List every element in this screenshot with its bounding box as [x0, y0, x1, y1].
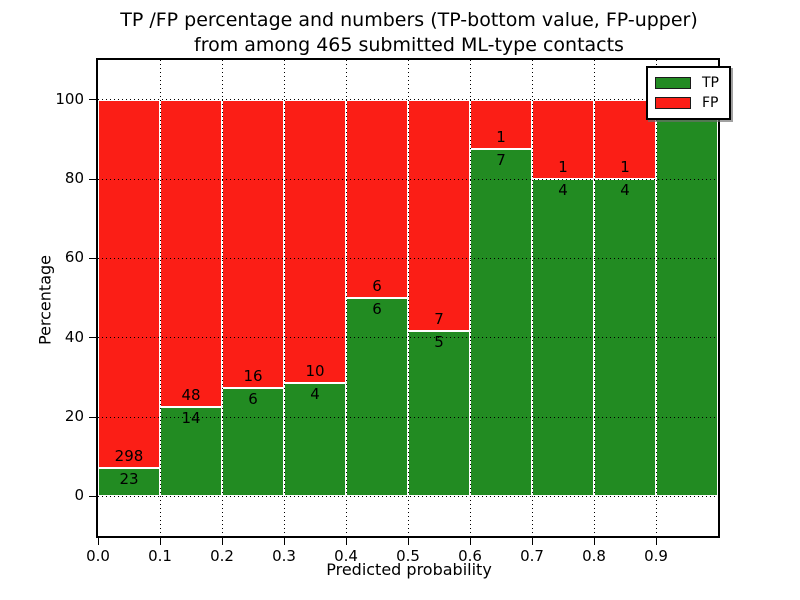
x-tick-label: 0.2 — [210, 547, 234, 565]
legend-entry-tp: TP — [655, 73, 719, 93]
x-tick-label: 0.3 — [272, 547, 296, 565]
chart-title-line1: TP /FP percentage and numbers (TP-bottom… — [120, 9, 698, 31]
x-tick-label: 0.6 — [458, 547, 482, 565]
bar-tp-segment — [346, 298, 408, 497]
bar-tp-segment — [656, 99, 718, 497]
fp-count-label: 16 — [243, 367, 263, 386]
y-tick-label: 80 — [64, 169, 84, 187]
y-tick-mark — [89, 178, 96, 180]
bar-fp-segment — [98, 99, 160, 468]
gridline-h — [98, 495, 718, 497]
legend-swatch-tp-icon — [655, 77, 691, 89]
gridline-v — [221, 60, 223, 536]
x-tick-label: 0.8 — [582, 547, 606, 565]
bar-fp-segment — [594, 99, 656, 179]
tp-count-label: 4 — [620, 181, 630, 199]
bar-tp-segment — [470, 149, 532, 497]
tp-count-label: 23 — [119, 469, 139, 488]
legend-entry-fp: FP — [655, 93, 719, 113]
x-tick-mark — [531, 538, 533, 545]
legend-swatch-fp-icon — [655, 97, 691, 109]
bar-tp-segment — [408, 331, 470, 497]
x-tick-label: 0.7 — [520, 547, 544, 565]
x-tick-label: 0.4 — [334, 547, 358, 565]
gridline-h — [98, 337, 718, 339]
fp-count-label: 10 — [305, 362, 325, 380]
bar-fp-segment — [222, 99, 284, 389]
gridline-h — [98, 416, 718, 418]
tp-count-label: 5 — [434, 333, 444, 352]
tp-count-label: 6 — [248, 390, 258, 409]
bar-tp-segment — [284, 383, 346, 497]
fp-count-label: 7 — [434, 310, 444, 329]
gridline-v — [407, 60, 409, 536]
gridline-v — [593, 60, 595, 536]
bar-fp-segment — [346, 99, 408, 298]
tp-count-label: 7 — [496, 151, 506, 170]
y-tick-label: 20 — [64, 407, 84, 425]
gridline-h — [98, 178, 718, 180]
chart-title: TP /FP percentage and numbers (TP-bottom… — [98, 8, 720, 58]
x-tick-mark — [469, 538, 471, 545]
gridline-v — [159, 60, 161, 536]
bar-fp-segment — [408, 99, 470, 332]
x-tick-mark — [159, 538, 161, 545]
y-tick-label: 100 — [55, 89, 84, 108]
gridline-v — [283, 60, 285, 536]
y-tick-mark — [89, 495, 96, 497]
legend-label-fp: FP — [702, 95, 719, 111]
x-tick-label: 0.5 — [396, 547, 420, 565]
fp-count-label: 1 — [496, 128, 506, 147]
y-tick-label: 40 — [64, 327, 84, 346]
fp-count-label: 1 — [620, 158, 630, 176]
x-tick-mark — [593, 538, 595, 545]
gridline-h — [98, 99, 718, 101]
legend-label-tp: TP — [702, 75, 719, 91]
x-tick-mark — [221, 538, 223, 545]
x-axis-label: Predicted probability — [326, 560, 492, 579]
fp-count-label: 48 — [181, 385, 201, 404]
x-tick-mark — [97, 538, 99, 545]
tp-count-label: 4 — [558, 181, 568, 199]
y-tick-mark — [89, 257, 96, 259]
tp-count-label: 4 — [310, 385, 320, 403]
gridline-v — [345, 60, 347, 536]
x-tick-mark — [345, 538, 347, 545]
gridline-h — [98, 257, 718, 259]
bar-fp-segment — [284, 99, 346, 383]
x-tick-mark — [283, 538, 285, 545]
x-tick-label: 0.9 — [644, 547, 668, 565]
gridline-v — [655, 60, 657, 536]
y-tick-mark — [89, 99, 96, 101]
bar-fp-segment — [160, 99, 222, 407]
y-tick-label: 60 — [64, 248, 84, 267]
x-tick-mark — [407, 538, 409, 545]
y-tick-mark — [89, 416, 96, 418]
gridline-v — [531, 60, 533, 536]
chart-title-line2: from among 465 submitted ML-type contact… — [194, 34, 624, 56]
x-tick-label: 0.0 — [86, 547, 110, 565]
y-tick-label: 0 — [74, 486, 84, 505]
fp-count-label: 1 — [558, 158, 568, 176]
tp-count-label: 14 — [181, 408, 201, 427]
x-tick-mark — [655, 538, 657, 545]
y-tick-mark — [89, 337, 96, 339]
fp-count-label: 298 — [114, 446, 144, 465]
tp-count-label: 6 — [372, 300, 382, 318]
bar-tp-segment — [222, 388, 284, 497]
legend: TP FP — [646, 66, 731, 120]
x-tick-label: 0.1 — [148, 547, 172, 565]
plot-area: 29823481416610466751714144 TP FP — [98, 60, 731, 536]
gridline-v — [469, 60, 471, 536]
fp-count-label: 6 — [372, 277, 382, 295]
